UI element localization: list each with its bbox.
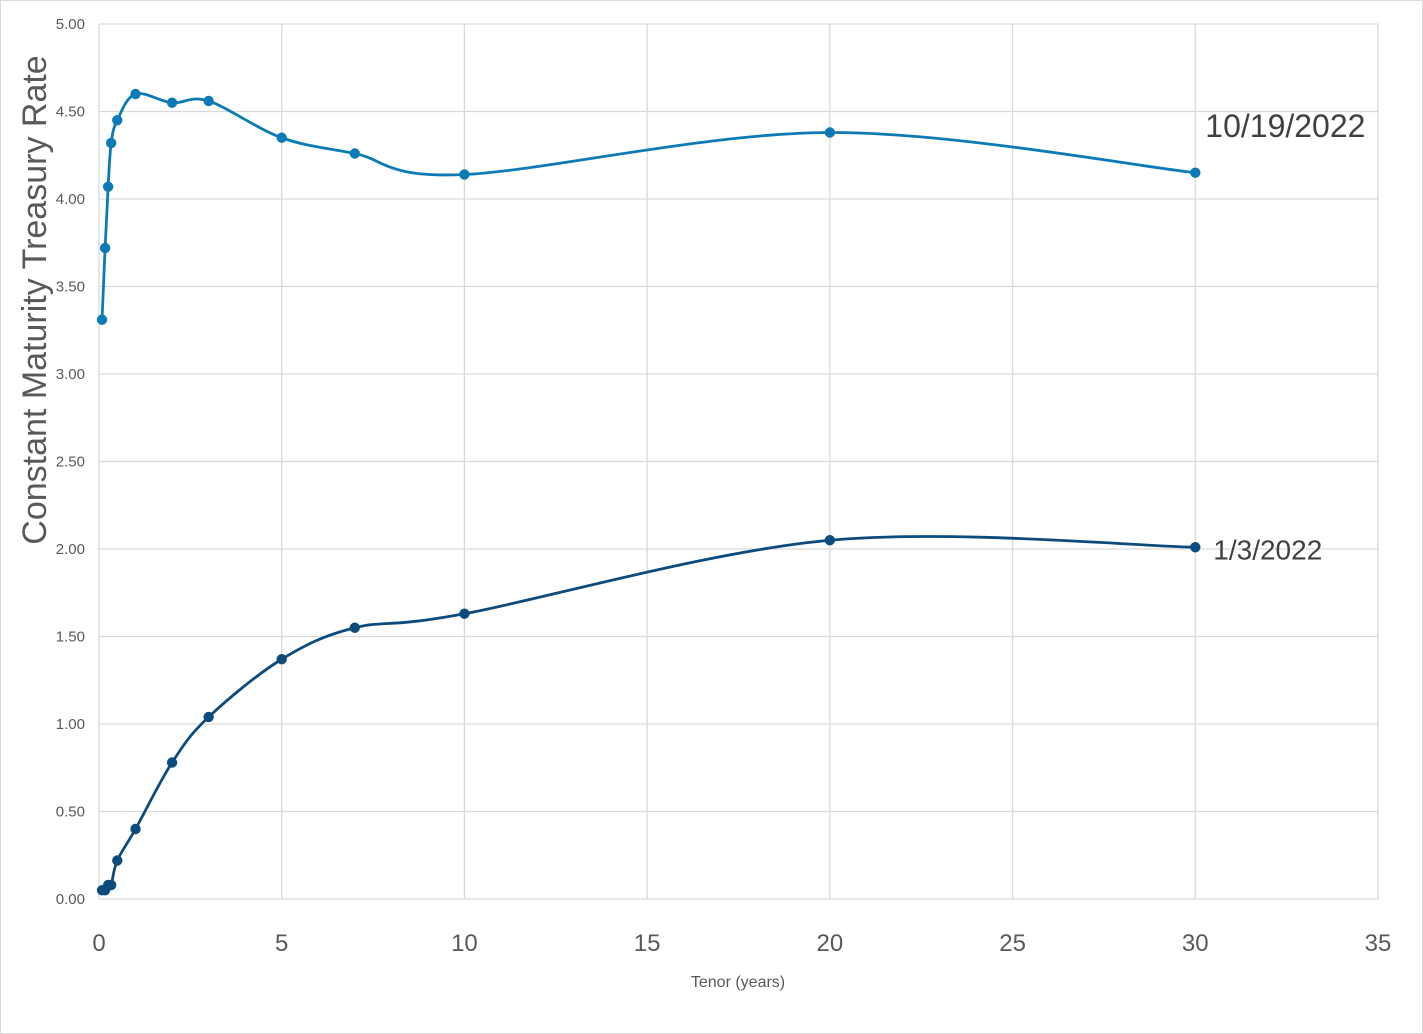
x-tick-label: 10	[451, 930, 478, 957]
data-point	[459, 169, 470, 180]
x-axis-label: Tenor (years)	[691, 974, 785, 991]
series-labels: 10/19/2022 1/3/2022	[1205, 108, 1365, 566]
grid-lines	[98, 23, 1379, 900]
data-point	[203, 711, 214, 723]
y-tick-label: 2.00	[56, 541, 85, 558]
y-tick-label: 2.50	[56, 454, 85, 471]
y-axis-label: Constant Maturity Treasury Rate	[16, 55, 54, 544]
data-point	[112, 855, 123, 866]
series-line	[101, 535, 1196, 893]
series-points	[96, 88, 1201, 896]
series-label: 10/19/2022	[1205, 108, 1365, 144]
y-tick-label: 3.50	[56, 279, 85, 296]
data-point	[166, 97, 178, 108]
series-label: 1/3/2022	[1213, 534, 1322, 565]
y-tick-label: 5.00	[56, 16, 85, 33]
x-tick-label: 30	[1182, 930, 1209, 957]
x-tick-label: 5	[275, 930, 288, 957]
data-point	[824, 535, 836, 546]
data-point	[112, 115, 123, 126]
data-point	[96, 314, 108, 325]
x-tick-label: 25	[999, 930, 1026, 957]
series-line	[100, 92, 1196, 320]
data-point	[1190, 167, 1201, 178]
data-point	[1190, 542, 1201, 553]
data-point	[130, 823, 141, 835]
y-tick-label: 4.50	[56, 104, 85, 121]
y-tick-label: 4.00	[56, 191, 85, 208]
data-point	[102, 181, 114, 192]
data-point	[459, 608, 470, 619]
y-tick-label: 0.00	[56, 891, 85, 908]
data-point	[105, 879, 117, 891]
data-point	[99, 242, 111, 254]
x-tick-label: 0	[92, 930, 105, 957]
x-axis-tick-labels: 0 5 10 15 20 25 30 35	[92, 930, 1391, 957]
data-point	[105, 137, 117, 149]
y-tick-label: 1.50	[56, 629, 85, 646]
data-point	[349, 622, 360, 633]
data-point	[276, 654, 287, 665]
y-tick-label: 3.00	[56, 366, 85, 383]
data-point	[203, 95, 214, 107]
series-lines	[100, 92, 1196, 893]
y-axis-tick-labels: 0.00 0.50 1.00 1.50 2.00 2.50 3.00 3.50 4.00 4.50…	[56, 16, 85, 908]
x-tick-label: 20	[817, 930, 844, 957]
data-point	[166, 757, 178, 768]
y-tick-label: 1.00	[56, 716, 85, 733]
x-tick-label: 15	[634, 930, 661, 957]
data-point	[349, 148, 360, 159]
data-point	[276, 132, 287, 143]
y-tick-label: 0.50	[56, 804, 85, 821]
data-point	[130, 88, 141, 100]
x-tick-label: 35	[1365, 930, 1392, 957]
data-point	[824, 127, 836, 138]
